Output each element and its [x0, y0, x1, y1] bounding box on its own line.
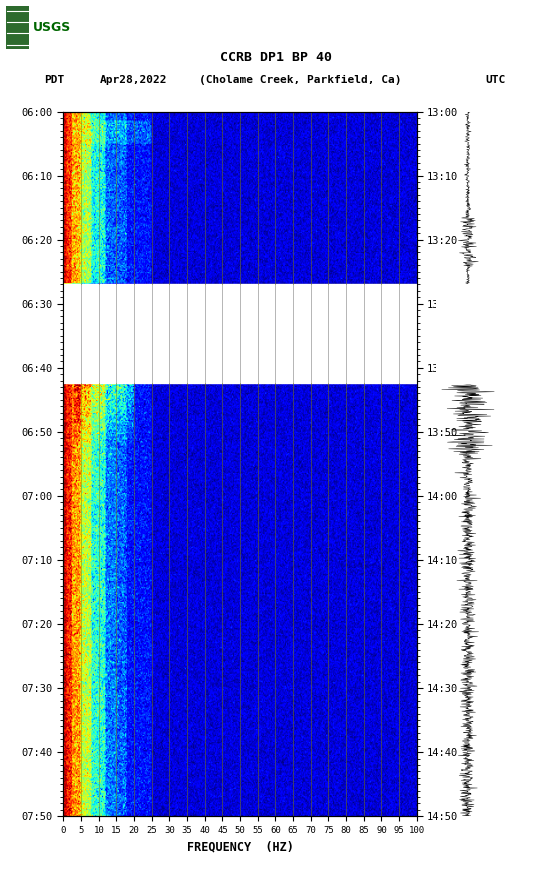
- Text: PDT: PDT: [44, 75, 65, 86]
- FancyBboxPatch shape: [6, 6, 29, 49]
- Text: UTC: UTC: [486, 75, 506, 86]
- Text: CCRB DP1 BP 40: CCRB DP1 BP 40: [220, 52, 332, 64]
- Text: (Cholame Creek, Parkfield, Ca): (Cholame Creek, Parkfield, Ca): [199, 75, 401, 86]
- Text: Apr28,2022: Apr28,2022: [99, 75, 167, 86]
- Bar: [63, 285, 417, 383]
- Bar: [436, 285, 500, 383]
- X-axis label: FREQUENCY  (HZ): FREQUENCY (HZ): [187, 840, 294, 854]
- Text: USGS: USGS: [33, 21, 71, 34]
